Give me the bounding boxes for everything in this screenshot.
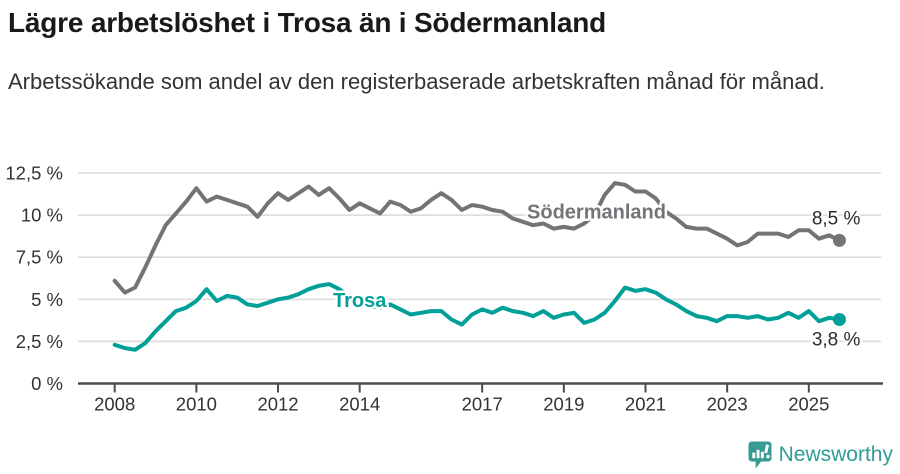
gridlines (78, 172, 881, 343)
newsworthy-logo[interactable]: Newsworthy (748, 441, 893, 469)
y-tick-label: 5 % (31, 289, 63, 310)
y-tick-label: 2,5 % (16, 331, 63, 352)
x-tick-label: 2008 (94, 394, 135, 415)
chart-subtitle: Arbetssökande som andel av den registerb… (8, 69, 825, 94)
s-dermanland-series-label: Södermanland (527, 201, 666, 223)
x-tick-label: 2019 (543, 394, 584, 415)
trosa-end-dot (832, 313, 846, 327)
newsworthy-speech-bubble-bar-chart-icon (748, 441, 772, 469)
series-s-dermanland: Södermanland 8,5 % (112, 181, 863, 295)
s-dermanland-line (112, 181, 842, 295)
x-tick-label: 2025 (788, 394, 829, 415)
x-axis-labels: 2008 2010 2012 2014 2017 2019 2021 2023 2025 (94, 394, 829, 415)
newsworthy-wordmark: Newsworthy (778, 443, 893, 466)
x-tick-label: 2012 (257, 394, 298, 415)
page-title: Lägre arbetslöshet i Trosa än i Söderman… (8, 7, 607, 38)
y-axis-labels: 0 % 2,5 % 5 % 7,5 % 10 % 12,5 % (5, 163, 63, 395)
x-axis (78, 382, 883, 393)
series-group: Södermanland 8,5 % Trosa 3,8 % (112, 181, 863, 353)
y-tick-label: 7,5 % (16, 247, 63, 268)
s-dermanland-end-value-label: 8,5 % (812, 208, 861, 229)
y-tick-label: 12,5 % (5, 163, 63, 184)
y-tick-label: 0 % (31, 373, 63, 394)
x-tick-label: 2017 (462, 394, 503, 415)
x-tick-label: 2023 (707, 394, 748, 415)
y-tick-label: 10 % (21, 205, 63, 226)
x-tick-label: 2010 (176, 394, 217, 415)
trosa-line (112, 282, 842, 352)
x-tick-label: 2021 (625, 394, 666, 415)
trosa-series-label: Trosa (333, 290, 387, 312)
series-trosa: Trosa 3,8 % (112, 282, 863, 353)
trosa-end-value-label: 3,8 % (812, 330, 861, 351)
s-dermanland-end-dot (832, 233, 846, 247)
x-tick-label: 2014 (339, 394, 380, 415)
